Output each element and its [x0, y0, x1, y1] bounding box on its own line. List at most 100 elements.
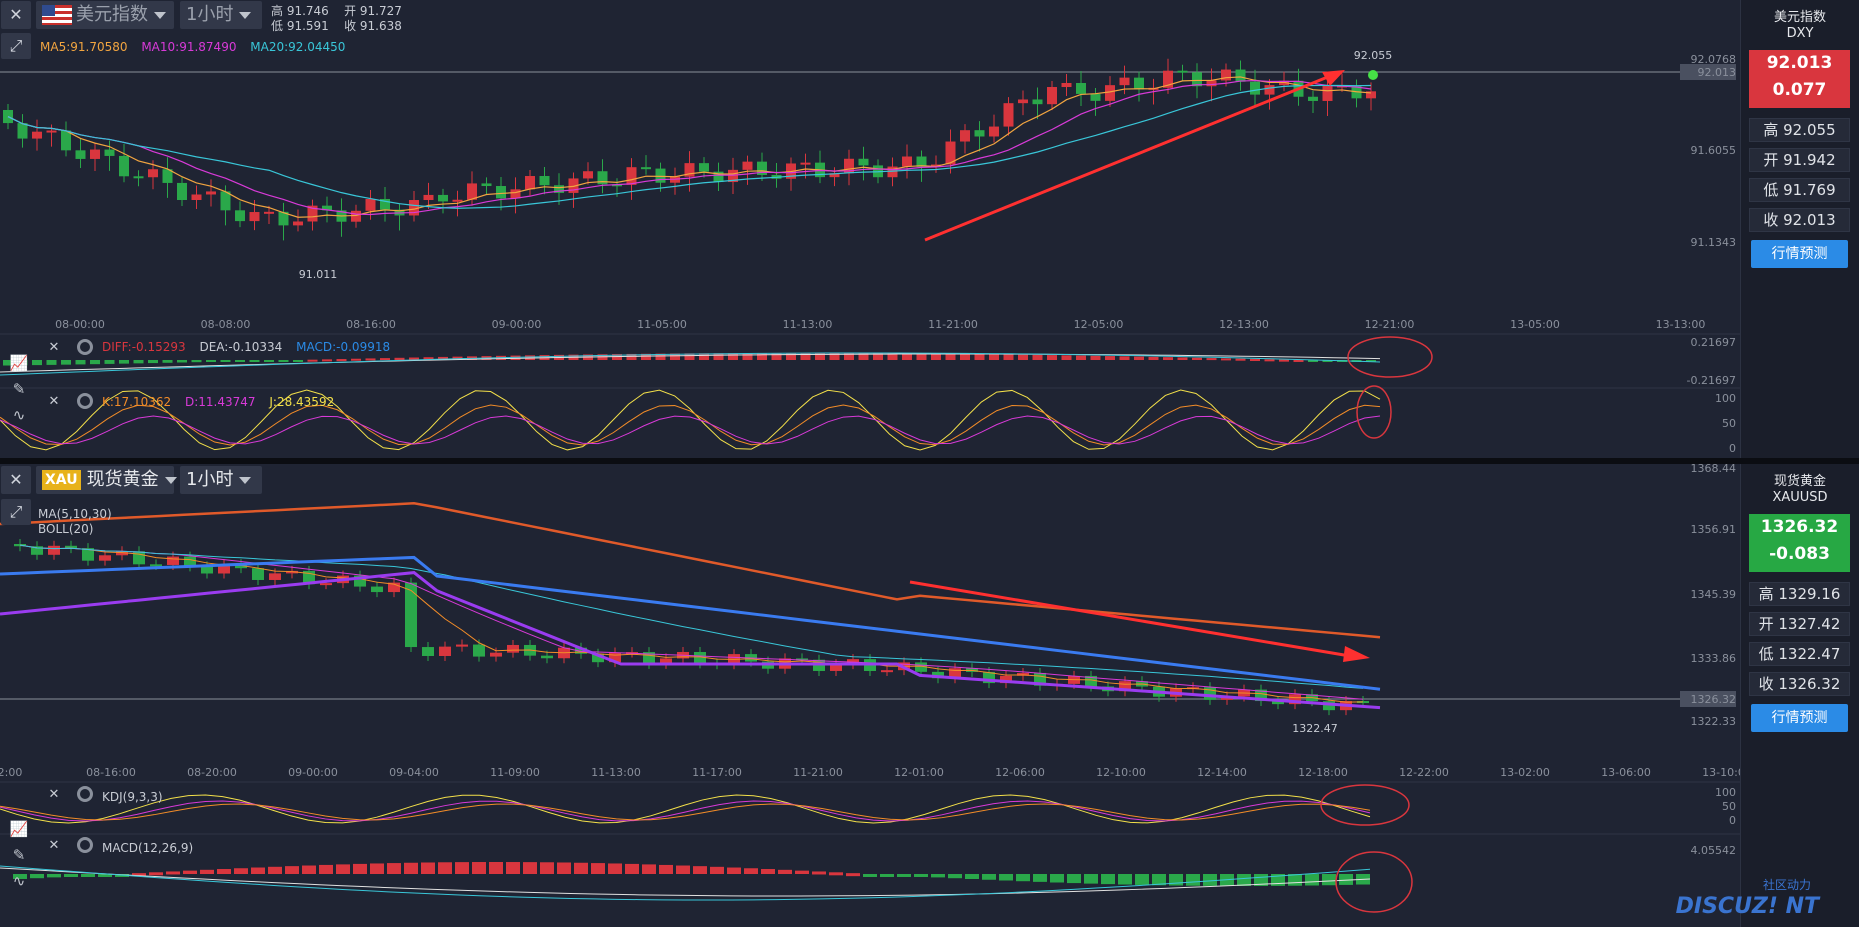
candle [456, 644, 468, 647]
time-axis-label: 08-08:00 [201, 318, 251, 331]
ma20-label: MA20:92.04450 [250, 40, 346, 54]
time-axis-label: 11-21:00 [928, 318, 978, 331]
boll-upper [0, 502, 1381, 639]
gear-icon[interactable] [77, 837, 93, 853]
current-price: 92.013 [1766, 53, 1833, 73]
stat-close: 收 1326.32 [1749, 672, 1850, 696]
ohlc-readout: 高 91.746 开 91.727 低 91.591 收 91.638 [271, 4, 402, 34]
price-axis-label: 1368.44 [1691, 462, 1737, 475]
ohlc-low: 低 91.591 [271, 19, 329, 33]
forecast-button[interactable]: 行情预测 [1751, 240, 1848, 268]
candle [507, 644, 519, 653]
candle [541, 655, 553, 659]
macd-bar [699, 353, 709, 360]
candle [1105, 85, 1115, 101]
highlight-circle [1320, 784, 1410, 826]
gear-icon[interactable] [77, 393, 93, 409]
candle [949, 668, 961, 679]
gear-icon[interactable] [77, 339, 93, 355]
candle [201, 566, 213, 574]
macd-bar [206, 360, 216, 362]
macd-bar [742, 353, 753, 360]
forecast-button[interactable]: 行情预测 [1751, 704, 1848, 732]
macd-bar [64, 874, 78, 877]
candle [1323, 701, 1335, 711]
macd-bar [982, 874, 996, 880]
kdj-legend: KDJ(9,3,3) [102, 790, 163, 804]
macd-bar [999, 874, 1013, 881]
macd-bar [370, 863, 384, 874]
waveform-icon[interactable]: ∿ [12, 872, 26, 890]
chart-indicator-icon[interactable]: 📈 [9, 820, 29, 838]
close-kdj-button[interactable]: ✕ [48, 394, 60, 409]
timeframe-select[interactable]: 1小时 [180, 466, 262, 494]
candle [858, 158, 869, 166]
close-macd-button[interactable]: ✕ [48, 340, 60, 355]
candle [249, 212, 260, 222]
candle [1235, 69, 1246, 82]
candle [380, 198, 390, 210]
macd-bar [90, 360, 100, 365]
candle [830, 664, 842, 671]
candle [641, 167, 651, 170]
candle [405, 582, 417, 648]
gear-icon[interactable] [77, 786, 93, 802]
macd-bar [217, 869, 231, 874]
symbol-select[interactable]: XAU 现货黄金 [36, 466, 177, 494]
candle [167, 556, 179, 565]
macd-bar [307, 359, 318, 362]
candle [32, 131, 42, 139]
candle [742, 161, 753, 170]
timeframe-select[interactable]: 1小时 [180, 1, 262, 29]
macd-bar [293, 360, 303, 362]
candle [278, 211, 289, 226]
macd-bar [3, 360, 13, 366]
macd-bar [61, 360, 71, 365]
candle [75, 150, 86, 159]
macd-bar [1119, 356, 1130, 360]
candle [162, 169, 173, 183]
candle [90, 149, 100, 159]
j-label: J:28.43592 [269, 395, 335, 409]
candle [713, 171, 724, 183]
chart-bg [0, 464, 1740, 927]
macd-bar [945, 353, 956, 360]
close-kdj-button[interactable]: ✕ [48, 787, 60, 802]
candle [887, 166, 898, 178]
chevron-down-icon [239, 11, 252, 19]
chart-indicator-icon[interactable]: 📈 [9, 354, 29, 372]
d-line [0, 800, 1371, 822]
candle [235, 564, 247, 569]
candle [82, 548, 94, 561]
draw-tool-icon[interactable]: ✎ [12, 846, 26, 864]
macd-bar [642, 864, 656, 874]
close-macd-button[interactable]: ✕ [48, 838, 60, 853]
time-axis-label: 08-16:00 [346, 318, 396, 331]
xau-chart[interactable]: 1368.44 1356.91 1345.39 1333.86 1326.32 1322.… [0, 462, 1752, 927]
close-panel-button[interactable]: ✕ [1, 1, 31, 29]
macd-bar [1067, 874, 1081, 884]
draw-tool-icon[interactable]: ✎ [12, 380, 26, 398]
candle [757, 161, 767, 175]
panel-divider[interactable] [0, 458, 1859, 464]
candle [264, 211, 274, 214]
symbol-select[interactable]: 美元指数 [36, 1, 174, 29]
candle [844, 158, 854, 174]
macd-bar [965, 874, 979, 880]
time-axis-label: 11-21:00 [793, 766, 843, 779]
close-panel-button[interactable]: ✕ [1, 466, 31, 494]
expand-icon[interactable]: ⤢ [1, 33, 31, 59]
macd-bar [744, 868, 758, 874]
candle [1322, 85, 1333, 101]
symbol-name: 美元指数 [76, 4, 148, 25]
macd-bar [1221, 358, 1231, 361]
macd-bar [148, 360, 158, 364]
waveform-icon[interactable]: ∿ [12, 406, 26, 424]
price-box: 92.013 0.077 [1749, 50, 1850, 108]
time-axis-label: 12-10:00 [1096, 766, 1146, 779]
candle [945, 141, 956, 165]
price-tag [1680, 691, 1736, 707]
macd-bar [786, 353, 796, 360]
expand-icon[interactable]: ⤢ [1, 499, 31, 525]
